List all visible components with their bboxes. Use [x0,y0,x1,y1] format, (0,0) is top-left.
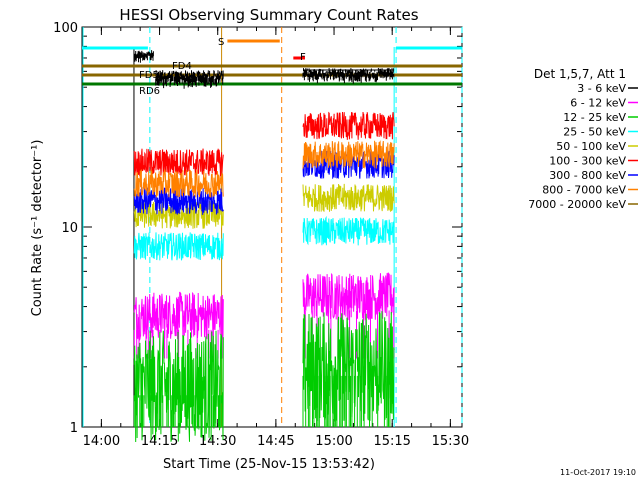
legend-entry-1: 6 - 12 keV [570,97,626,110]
x-axis-label: Start Time (25-Nov-15 13:53:42) [163,457,375,472]
y-axis-label: Count Rate (s⁻¹ detector⁻¹) [30,140,45,317]
x-tick-label-3: 14:45 [257,434,294,449]
series-3-6kev-top-c [302,68,395,84]
series-12to25keV-interval-0 [133,330,224,443]
series-100to300keV-interval-1 [302,111,395,140]
legend-entry-8: 7000 - 20000 keV [528,198,626,211]
series-12to25kev-dropouts-1 [302,375,391,427]
legend-entry-0: 3 - 6 keV [577,82,626,95]
footer-date: 11-Oct-2017 19:10 [560,468,636,477]
x-tick-label-2: 14:30 [199,434,236,449]
x-tick-label-6: 15:30 [432,434,469,449]
legend-title: Det 1,5,7, Att 1 [534,67,626,81]
series-300to800keV-interval-0 [133,186,224,215]
legend-entry-3: 25 - 50 keV [563,126,626,139]
chart-title: HESSI Observing Summary Count Rates [119,6,418,24]
annotation-rd6: RD6 [139,86,160,97]
x-tick-label-0: 14:00 [83,434,120,449]
series-800to7000keV-interval-0 [133,169,224,198]
legend-entry-5: 100 - 300 keV [549,155,626,168]
x-tick-label-1: 14:15 [141,434,178,449]
series-800to7000keV-interval-1 [302,140,395,169]
series-12to25kev-dropouts-0 [133,395,224,427]
annotation-s: S [218,37,224,48]
annotation-f: F [300,52,306,63]
y-tick-label-0: 1 [70,421,78,436]
x-tick-label-5: 15:15 [373,434,410,449]
series-25to50keV-interval-0 [133,232,224,261]
series-3-6kev-top-a [133,50,154,63]
series-6to12keV-interval-1 [302,272,395,321]
series-100to300keV-interval-0 [133,148,224,177]
series-50to100keV-interval-1 [302,183,395,212]
series-6to12keV-interval-0 [133,291,224,342]
annotation-fd5: FD5 [139,70,159,81]
series-3-6kev-top-b [155,70,224,89]
legend-entry-4: 50 - 100 keV [556,140,626,153]
legend-entry-6: 300 - 800 keV [549,169,626,182]
legend-entry-2: 12 - 25 keV [563,111,626,124]
legend-entry-7: 800 - 7000 keV [542,184,626,197]
series-50to100keV-interval-0 [133,200,224,229]
series-12to25keV-interval-1 [302,311,395,422]
plot-area: 14:00 14:15 14:30 14:45 15:00 15:15 15:30 1 10 10… [53,21,469,449]
y-tick-label-2: 100 [53,21,78,36]
y-tick-label-1: 10 [61,221,78,236]
x-tick-label-4: 15:00 [315,434,352,449]
annotation-fd4: FD4 [172,61,192,72]
series-25to50keV-interval-1 [302,215,395,246]
